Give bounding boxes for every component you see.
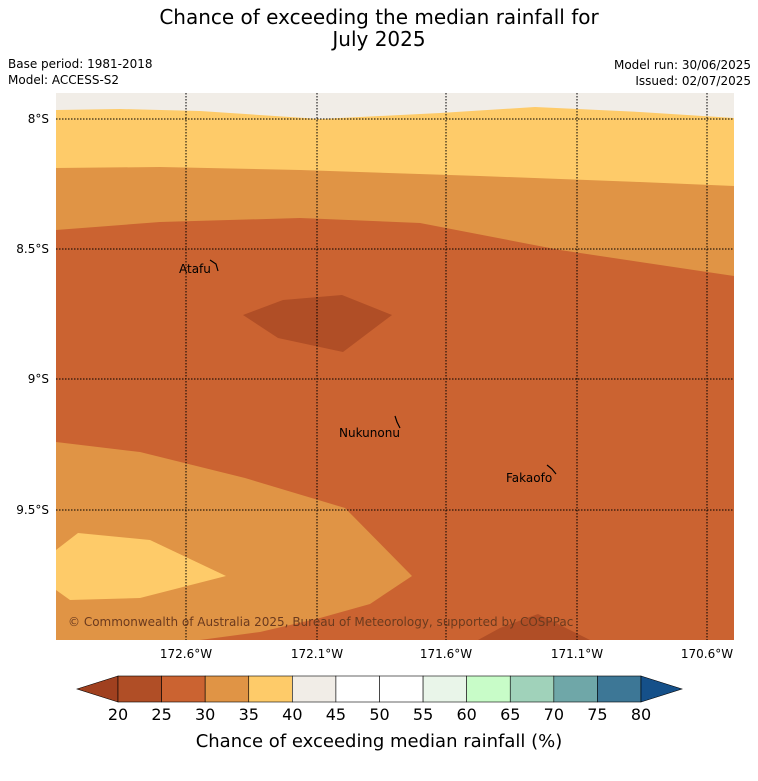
place-nukunonu: Nukunonu bbox=[339, 426, 400, 440]
model-name: Model: ACCESS-S2 bbox=[8, 73, 120, 87]
lat-label-8-5: 8.5°S bbox=[16, 242, 49, 256]
lat-label-9: 9°S bbox=[28, 372, 49, 386]
region-35-40-southwest bbox=[56, 533, 226, 600]
meta-left: Base period: 1981-2018 Model: ACCESS-S2 bbox=[8, 56, 153, 88]
lat-label-8: 8°S bbox=[28, 112, 49, 126]
colorbar-tick-label: 50 bbox=[369, 705, 389, 724]
colorbar-tick-label: 35 bbox=[239, 705, 259, 724]
colorbar-label: Chance of exceeding median rainfall (%) bbox=[196, 731, 563, 752]
region-40-45-north bbox=[56, 93, 734, 119]
colorbar-cell bbox=[248, 675, 293, 703]
title-line-1: Chance of exceeding the median rainfall … bbox=[159, 5, 599, 29]
base-period: Base period: 1981-2018 bbox=[8, 57, 153, 71]
region-20-25-central bbox=[243, 295, 392, 352]
colorbar-tick-label: 80 bbox=[631, 705, 651, 724]
place-atafu: Atafu bbox=[179, 262, 211, 276]
colorbar-cell bbox=[597, 675, 642, 703]
colorbar-tick-label: 25 bbox=[151, 705, 171, 724]
colorbar-tick-label: 70 bbox=[544, 705, 564, 724]
nukunonu-atoll bbox=[394, 415, 401, 429]
colorbar-ticks: 20 25 30 35 40 45 50 55 60 65 70 75 80 bbox=[108, 705, 651, 724]
lat-label-9-5: 9.5°S bbox=[16, 503, 49, 517]
colorbar-cell bbox=[509, 675, 555, 703]
colorbar-tick-label: 45 bbox=[326, 705, 346, 724]
colorbar-cell bbox=[117, 675, 162, 703]
colorbar-cell bbox=[422, 675, 467, 703]
title-line-2: July 2025 bbox=[332, 27, 426, 51]
colorbar-cell bbox=[292, 675, 337, 703]
region-35-40-north bbox=[56, 93, 734, 186]
colorbar-cell bbox=[204, 675, 250, 703]
lon-label-171-1: 171.1°W bbox=[551, 647, 603, 661]
colorbar-tick-label: 65 bbox=[500, 705, 520, 724]
colorbar: 20 25 30 35 40 45 50 55 60 65 70 75 80 Chance of exc… bbox=[76, 675, 683, 752]
map-title: Chance of exceeding the median rainfall … bbox=[0, 6, 758, 50]
colorbar-cell bbox=[335, 675, 380, 703]
colorbar-cell bbox=[379, 675, 424, 703]
graticule bbox=[56, 93, 734, 640]
colorbar-tick-label: 40 bbox=[282, 705, 302, 724]
colorbar-cell bbox=[553, 675, 598, 703]
colorbar-cell bbox=[466, 675, 511, 703]
fakaofo-atoll bbox=[546, 464, 557, 475]
colorbar-high-extend bbox=[640, 675, 683, 703]
colorbar-tick-label: 60 bbox=[456, 705, 476, 724]
place-fakaofo: Fakaofo bbox=[506, 471, 552, 485]
lon-label-172-6: 172.6°W bbox=[160, 647, 212, 661]
lon-label-172-1: 172.1°W bbox=[291, 647, 343, 661]
colorbar-tick-label: 75 bbox=[587, 705, 607, 724]
meta-right: Model run: 30/06/2025 Issued: 02/07/2025 bbox=[614, 57, 751, 89]
colorbar-cell bbox=[161, 675, 206, 703]
islands bbox=[209, 259, 557, 475]
atafu-atoll bbox=[209, 259, 219, 272]
lon-label-170-6: 170.6°W bbox=[681, 647, 733, 661]
colorbar-low-extend bbox=[76, 675, 119, 703]
region-20-25-south bbox=[478, 614, 590, 640]
colorbar-tick-label: 30 bbox=[195, 705, 215, 724]
copyright-notice: © Commonwealth of Australia 2025, Bureau… bbox=[68, 615, 573, 629]
colorbar-tick-label: 55 bbox=[413, 705, 433, 724]
colorbar-cells bbox=[117, 675, 642, 703]
map-area bbox=[56, 93, 734, 640]
lon-label-171-6: 171.6°W bbox=[420, 647, 472, 661]
colorbar-tick-label: 20 bbox=[108, 705, 128, 724]
issued-date: Issued: 02/07/2025 bbox=[635, 74, 751, 88]
model-run: Model run: 30/06/2025 bbox=[613, 58, 751, 72]
